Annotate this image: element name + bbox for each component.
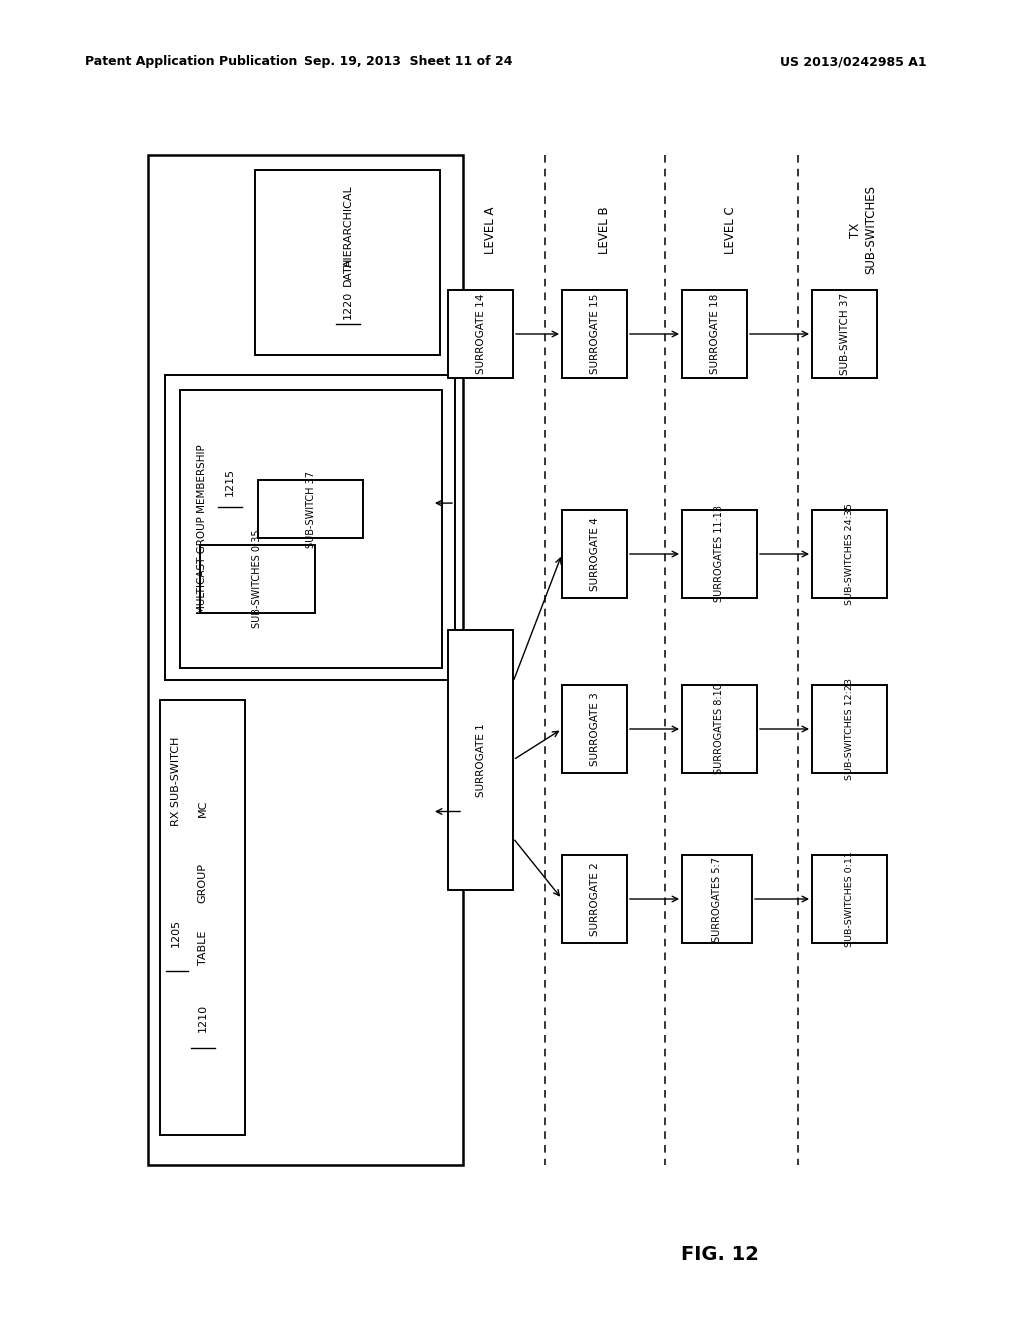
Text: SURROGATE 18: SURROGATE 18 bbox=[710, 294, 720, 374]
Bar bbox=[682, 685, 757, 774]
Text: RX SUB-SWITCH: RX SUB-SWITCH bbox=[171, 737, 181, 826]
Text: DATA: DATA bbox=[342, 257, 352, 286]
Text: LEVEL A: LEVEL A bbox=[483, 206, 497, 253]
Text: SUB-SWITCHES 0:35: SUB-SWITCHES 0:35 bbox=[253, 529, 262, 628]
Text: GROUP: GROUP bbox=[198, 863, 208, 903]
Bar bbox=[562, 510, 627, 598]
Text: SUB-SWITCHES 24:35: SUB-SWITCHES 24:35 bbox=[845, 503, 854, 605]
Text: SUB-SWITCH 37: SUB-SWITCH 37 bbox=[840, 293, 850, 375]
Text: SUB-SWITCHES 0:11: SUB-SWITCHES 0:11 bbox=[845, 851, 854, 946]
Text: FIG. 12: FIG. 12 bbox=[681, 1246, 759, 1265]
Text: HIERARCHICAL: HIERARCHICAL bbox=[342, 185, 352, 267]
Bar bbox=[812, 855, 887, 942]
Text: 1220: 1220 bbox=[342, 290, 352, 319]
Text: MC: MC bbox=[198, 800, 208, 817]
Text: SURROGATE 15: SURROGATE 15 bbox=[590, 294, 599, 374]
Text: SURROGATE 14: SURROGATE 14 bbox=[475, 294, 485, 374]
Text: Sep. 19, 2013  Sheet 11 of 24: Sep. 19, 2013 Sheet 11 of 24 bbox=[304, 55, 512, 69]
Bar bbox=[562, 685, 627, 774]
Text: SUB-SWITCHES 12:23: SUB-SWITCHES 12:23 bbox=[845, 678, 854, 780]
Text: LEVEL C: LEVEL C bbox=[724, 206, 736, 253]
Bar bbox=[812, 685, 887, 774]
Bar bbox=[682, 510, 757, 598]
Bar bbox=[812, 290, 877, 378]
Text: SURROGATES 5:7: SURROGATES 5:7 bbox=[712, 857, 722, 941]
Text: SURROGATES 8:10: SURROGATES 8:10 bbox=[715, 684, 725, 775]
Text: Patent Application Publication: Patent Application Publication bbox=[85, 55, 297, 69]
Bar bbox=[812, 510, 887, 598]
Text: 1210: 1210 bbox=[198, 1003, 208, 1032]
Bar bbox=[449, 290, 513, 378]
Text: LEVEL B: LEVEL B bbox=[598, 206, 611, 253]
Text: SURROGATE 3: SURROGATE 3 bbox=[590, 692, 599, 766]
Text: 1205: 1205 bbox=[171, 919, 181, 946]
Bar bbox=[449, 630, 513, 890]
Bar bbox=[562, 855, 627, 942]
Bar bbox=[180, 389, 442, 668]
Text: 1215: 1215 bbox=[225, 467, 234, 496]
Bar bbox=[255, 170, 440, 355]
Bar bbox=[562, 290, 627, 378]
Bar bbox=[682, 855, 752, 942]
Text: SURROGATE 1: SURROGATE 1 bbox=[475, 723, 485, 797]
Bar bbox=[200, 545, 315, 612]
Text: SUB-SWITCH 37: SUB-SWITCH 37 bbox=[305, 470, 315, 548]
Bar bbox=[682, 290, 746, 378]
Text: MULTICAST GROUP MEMBERSHIP: MULTICAST GROUP MEMBERSHIP bbox=[197, 444, 207, 614]
Text: TABLE: TABLE bbox=[198, 931, 208, 965]
Bar bbox=[148, 154, 463, 1166]
Text: SURROGATE 4: SURROGATE 4 bbox=[590, 517, 599, 591]
Text: TX
SUB-SWITCHES: TX SUB-SWITCHES bbox=[849, 186, 877, 275]
Text: US 2013/0242985 A1: US 2013/0242985 A1 bbox=[780, 55, 927, 69]
Bar bbox=[258, 480, 362, 539]
Bar bbox=[160, 700, 245, 1135]
Text: SURROGATE 2: SURROGATE 2 bbox=[590, 862, 599, 936]
Text: SURROGATES 11:13: SURROGATES 11:13 bbox=[715, 506, 725, 602]
Bar bbox=[165, 375, 455, 680]
